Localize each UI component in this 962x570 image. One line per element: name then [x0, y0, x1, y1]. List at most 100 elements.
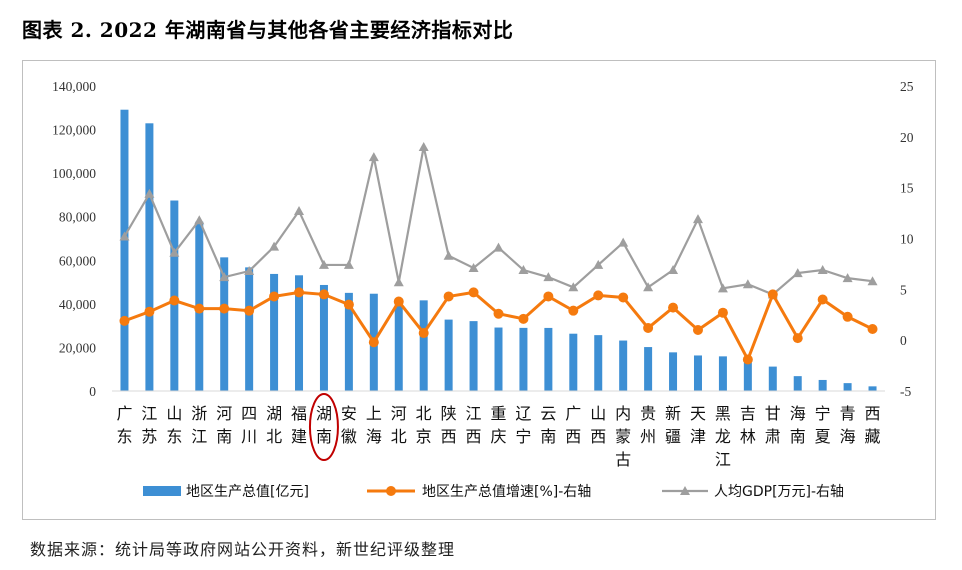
legend-label-gdp-per-capita: 人均GDP[万元]-右轴: [714, 484, 844, 500]
growth-point: [443, 291, 454, 302]
category-label: 青海: [840, 404, 856, 446]
gdp-per-capita-point: [318, 259, 329, 269]
right-axis-tick-label: 10: [900, 232, 914, 247]
category-labels: 广东江苏山东浙江河南四川湖北福建湖南安徽上海河北北京陕西江西重庆辽宁云南广西山西…: [116, 393, 881, 469]
growth-point: [842, 311, 853, 322]
growth-point: [269, 291, 280, 302]
left-axis-tick-label: 0: [89, 384, 96, 399]
category-label: 天津: [690, 404, 706, 446]
category-label: 江西: [466, 404, 482, 446]
legend-label-growth: 地区生产总值增速[%]-右轴: [422, 484, 591, 500]
growth-point: [518, 313, 529, 324]
growth-point: [194, 303, 205, 314]
gdp-per-capita-point: [867, 276, 878, 286]
category-label: 上海: [366, 404, 382, 446]
growth-point: [593, 290, 604, 301]
category-label: 山西: [590, 404, 606, 446]
gdp-per-capita-point: [518, 265, 529, 275]
bar: [843, 383, 852, 391]
bar: [319, 284, 328, 391]
bar: [344, 292, 353, 391]
growth-point: [568, 305, 579, 316]
bar: [245, 267, 254, 391]
gdp-per-capita-point: [169, 247, 180, 257]
category-label: 宁夏: [815, 404, 831, 446]
bar: [644, 347, 653, 391]
category-label: 河北: [391, 404, 407, 446]
category-label: 福建: [291, 404, 307, 446]
left-axis-tick-label: 80,000: [59, 210, 96, 225]
bar: [619, 340, 628, 391]
bar: [868, 386, 877, 391]
growth-point: [119, 315, 130, 326]
gdp-per-capita-point: [443, 250, 454, 260]
growth-point: [493, 308, 504, 319]
right-axis-tick-label: -5: [900, 384, 911, 399]
growth-point: [244, 305, 255, 316]
category-label: 贵州: [640, 404, 656, 446]
growth-point: [169, 295, 180, 306]
growth-point: [643, 322, 654, 333]
gdp-per-capita-point: [244, 266, 255, 276]
growth-point: [717, 307, 728, 318]
legend-label-gdp: 地区生产总值[亿元]: [186, 484, 309, 500]
left-axis-tick-label: 120,000: [52, 123, 96, 138]
gdp-per-capita-point: [219, 272, 230, 282]
bar: [295, 275, 304, 391]
gdp-per-capita-point: [568, 282, 579, 292]
gdp-per-capita-point: [269, 241, 280, 251]
gdp-per-capita-point: [294, 206, 305, 216]
category-label: 江苏: [141, 404, 157, 446]
category-label: 湖南: [316, 404, 332, 446]
category-label: 四川: [241, 404, 257, 446]
line-series: [119, 142, 878, 365]
bar: [519, 327, 528, 391]
growth-point: [468, 287, 479, 298]
highlight-ellipse: [308, 393, 339, 461]
growth-point: [393, 296, 404, 307]
category-label: 重庆: [490, 404, 506, 446]
bar: [743, 362, 752, 391]
gdp-per-capita-point: [717, 283, 728, 293]
gdp-per-capita-point: [742, 279, 753, 289]
figure-title: 图表 2. 2022 年湖南省与其他各省主要经济指标对比: [22, 18, 514, 42]
growth-point: [668, 302, 679, 313]
bar: [120, 109, 129, 392]
category-label: 黑龙江: [715, 404, 731, 469]
right-axis-tick-label: 25: [900, 79, 914, 94]
category-label: 广西: [565, 404, 581, 446]
growth-point: [543, 291, 554, 302]
gdp-per-capita-point: [468, 262, 479, 272]
bar: [494, 327, 503, 391]
growth-point: [767, 289, 778, 300]
category-label: 甘肃: [765, 404, 781, 446]
bar: [220, 257, 229, 391]
bar: [818, 379, 827, 391]
growth-point: [742, 354, 753, 365]
source-note: 数据来源：统计局等政府网站公开资料，新世纪评级整理: [30, 540, 456, 559]
category-label: 山东: [166, 404, 182, 446]
gdp-per-capita-point: [792, 268, 803, 278]
gdp-per-capita-point: [144, 188, 155, 198]
right-axis-tick-label: 15: [900, 181, 914, 196]
left-axis-tick-label: 140,000: [52, 79, 96, 94]
bar: [594, 335, 603, 391]
growth-point: [792, 333, 803, 344]
gdp-per-capita-point: [393, 277, 404, 287]
bar: [544, 327, 553, 391]
growth-point: [318, 289, 329, 300]
gdp-per-capita-point: [668, 265, 679, 275]
category-label: 海南: [790, 404, 806, 446]
growth-point: [618, 292, 629, 303]
gdp-per-capita-line: [123, 146, 873, 296]
gdp-per-capita-point: [618, 237, 629, 247]
category-label: 安徽: [341, 404, 357, 446]
bar: [145, 123, 154, 392]
legend-bar-swatch: [143, 486, 181, 496]
growth-point: [343, 299, 354, 310]
left-axis-tick-label: 40,000: [59, 297, 96, 312]
left-axis-tick-label: 60,000: [59, 253, 96, 268]
gdp-per-capita-point: [119, 231, 130, 241]
right-axis-tick-label: 0: [900, 333, 907, 348]
